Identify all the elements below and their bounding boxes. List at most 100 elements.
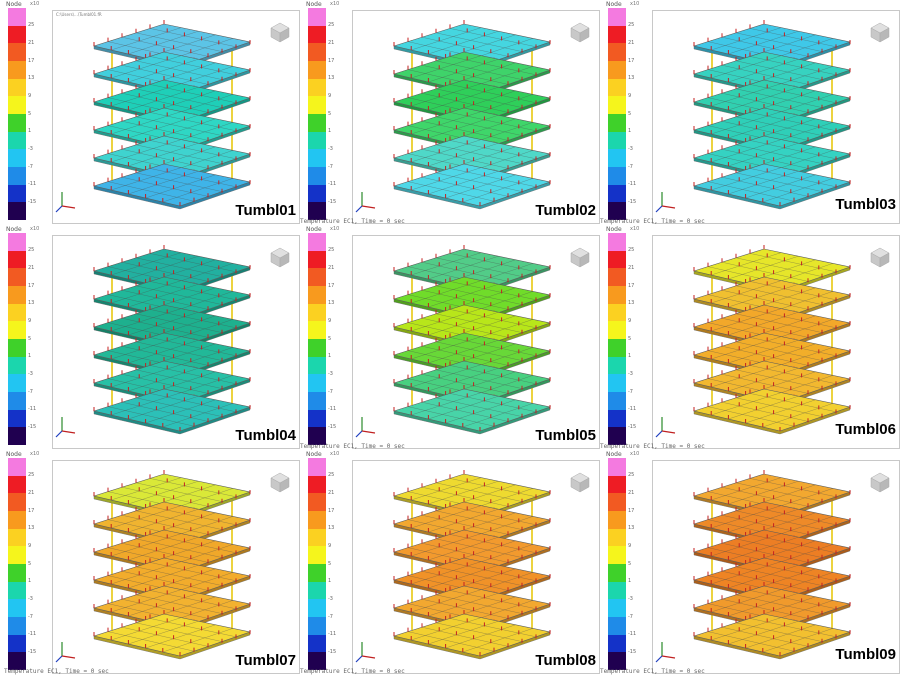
color-scale: 25 21 17 13 9 5 1 -3 -7 -11 -15 (8, 458, 36, 671)
color-scale: 25 21 17 13 9 5 1 -3 -7 -11 -15 (8, 8, 36, 221)
scale-band (308, 303, 326, 322)
plate-grid-line (435, 60, 523, 80)
scale-tick-label: -11 (28, 406, 37, 413)
floor-plate (692, 301, 852, 351)
plate-grid-line (435, 622, 523, 642)
plate-grid-line (721, 515, 809, 535)
plate-grid-line (728, 340, 799, 364)
plate-grid-line (762, 178, 833, 203)
floor-plate (692, 498, 852, 548)
result-panel: Node x10 25 21 17 13 9 5 1 -3 -7 -11 -15 Tumbl05 Tempe… (300, 225, 600, 450)
plate-grid-line (728, 509, 799, 533)
panel-label: Tumbl04 (235, 427, 296, 444)
panel-label: Tumbl09 (835, 646, 896, 663)
plate-grid-line (135, 257, 223, 277)
plate-grid-line (428, 256, 499, 280)
scale-band (608, 409, 626, 428)
footer-caption: Temperature EC1, Time = 0 sec (300, 668, 405, 675)
plate-grid-line (749, 112, 837, 131)
plate-grid-line (428, 368, 499, 392)
plate-grid-line (111, 55, 182, 79)
scale-tick-label: 25 (328, 472, 335, 479)
stacked-plates-model (55, 245, 290, 438)
scale-band (608, 268, 626, 287)
plate-grid-line (735, 116, 823, 136)
plate-grid-line (462, 403, 533, 428)
plate-grid-line (711, 111, 782, 135)
legend-exponent: x10 (30, 1, 40, 7)
scale-tick-label: -7 (628, 163, 633, 170)
plate-grid-line (149, 393, 237, 412)
legend-exponent: x10 (330, 1, 340, 7)
scale-band (308, 43, 326, 62)
scale-band (8, 268, 26, 287)
plate-grid-line (149, 140, 237, 159)
plate-grid-line (711, 308, 782, 332)
plate-grid-line (728, 143, 799, 167)
scale-band (608, 511, 626, 530)
plate-grid-line (762, 628, 833, 653)
scale-tick-label: 25 (628, 472, 635, 479)
plate-grid-line (711, 589, 782, 613)
plate-grid-line (735, 285, 823, 305)
plate-grid-line (111, 280, 182, 304)
plate-grid-line (149, 112, 237, 131)
floor-plate (692, 160, 852, 210)
footer-caption: Temperature EC1, Time = 0 sec (300, 218, 405, 225)
scale-tick-label: -15 (28, 198, 37, 205)
plate-grid-line (128, 312, 199, 336)
plate-grid-line (111, 505, 182, 529)
plate-grid-line (135, 622, 223, 642)
floor-plate (392, 273, 552, 323)
scale-tick-label: 21 (628, 489, 635, 496)
scale-tick-label: 1 (28, 353, 32, 360)
scale-tick-label: 13 (328, 525, 335, 532)
floor-plate (92, 48, 252, 98)
floor-plate (692, 385, 852, 435)
plate-grid-line (135, 538, 223, 558)
scale-band (608, 43, 626, 62)
floor-plate (392, 329, 552, 379)
plate-grid-line (128, 621, 199, 645)
scale-tick-label: 21 (328, 489, 335, 496)
legend-title: Node (306, 451, 322, 458)
plate-grid-line (421, 487, 509, 507)
plate-grid-line (428, 340, 499, 364)
scale-band (308, 409, 326, 428)
scale-band (8, 131, 26, 150)
plate-grid-line (735, 482, 823, 502)
plate-grid-line (435, 172, 523, 192)
plate-grid-line (128, 537, 199, 561)
plate-grid-line (111, 111, 182, 135)
plate-grid-line (711, 280, 782, 304)
plate-grid-line (421, 93, 509, 113)
scale-tick-label: 17 (28, 57, 35, 64)
plate-grid-line (135, 341, 223, 361)
plate-grid-line (111, 589, 182, 613)
scale-band (608, 356, 626, 375)
plate-grid-line (728, 593, 799, 617)
plate-grid-line (121, 543, 209, 563)
panel-label: Tumbl07 (235, 652, 296, 669)
scale-tick-label: -7 (628, 388, 633, 395)
plate-grid-line (435, 116, 523, 136)
panel-label: Tumbl01 (235, 202, 296, 219)
plate-grid-line (428, 509, 499, 533)
plate-grid-line (135, 397, 223, 417)
scale-tick-label: 5 (628, 110, 632, 117)
axis-z-icon (655, 655, 663, 663)
plate-grid-line (149, 590, 237, 609)
floor-plate (692, 582, 852, 632)
legend-exponent: x10 (30, 451, 40, 457)
plate-grid-line (711, 561, 782, 585)
scale-band (308, 528, 326, 547)
stacked-plates-model (355, 245, 590, 438)
plate-grid-line (749, 56, 837, 75)
panel-label: Tumbl06 (835, 421, 896, 438)
scale-tick-label: 13 (328, 300, 335, 307)
plate-grid-line (411, 505, 482, 529)
plate-grid-line (749, 337, 837, 356)
stacked-plates-model (355, 470, 590, 663)
plate-grid-line (128, 340, 199, 364)
plate-grid-line (421, 515, 509, 535)
